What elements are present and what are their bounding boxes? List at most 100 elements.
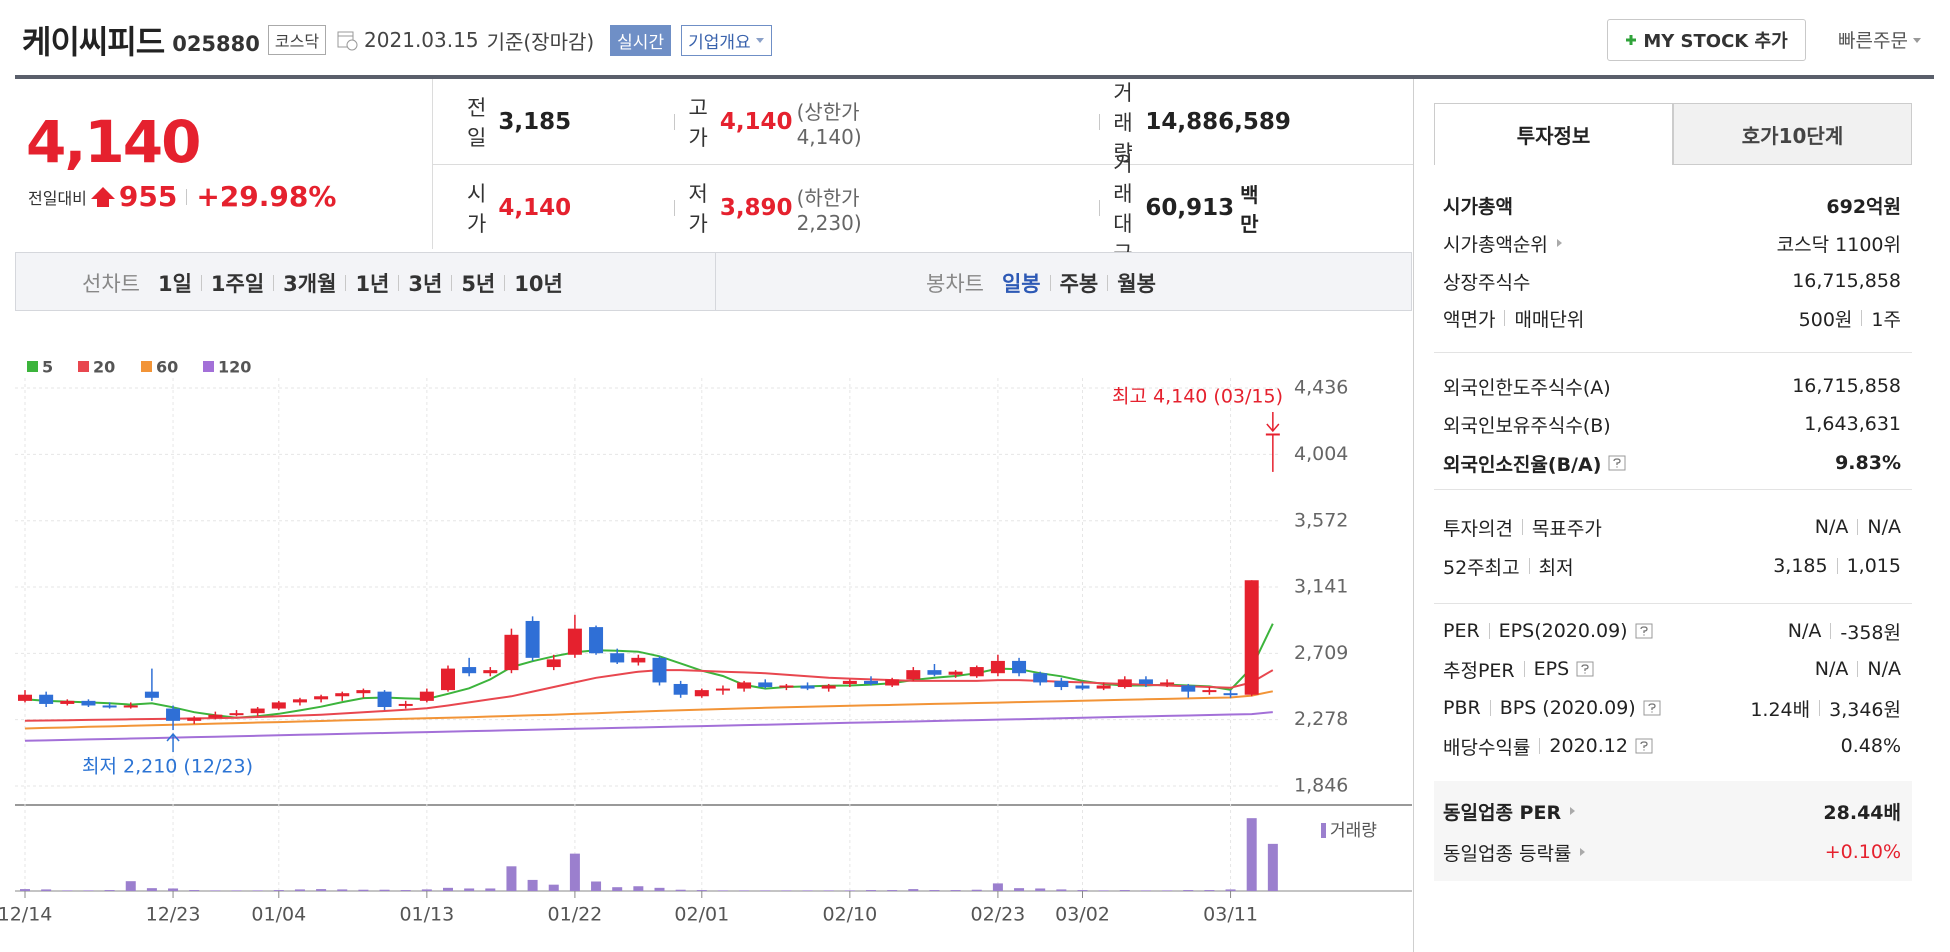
quote-item: 전일 3,185 [467,96,571,150]
volume-bar [337,889,348,891]
value-text: 1주 [1871,308,1901,331]
mystock-button[interactable]: MY STOCK 추가 [1607,19,1806,61]
volume-bar [717,890,728,891]
arrow-mark [1556,239,1562,247]
tab[interactable]: 호가10단계 [1673,103,1912,165]
label-text: EPS(2020.09) [1498,620,1628,642]
value-text: N/A [1867,516,1901,538]
moving-average [24,690,1273,730]
mystock-label: MY STOCK 추가 [1643,31,1788,52]
info-row: 추정PER EPS N/A N/A [1443,654,1901,684]
quote-note: (상한가 4,140) [796,99,862,149]
candle-body [504,634,519,671]
info-label: 배당수익률 2020.12 [1443,733,1656,760]
period[interactable]: 일봉 [1001,272,1041,296]
separator [186,188,188,205]
legend-label: 120 [218,358,251,377]
value-text: 28.44배 [1823,801,1901,824]
candle-body [250,708,265,714]
arrow-mark [1570,807,1576,815]
candle-body [631,657,646,663]
candle-body [1265,433,1280,436]
value-text: 0.48% [1840,735,1901,757]
quote-label: 저가 [688,182,708,236]
separator [451,275,453,291]
volume-bar [189,890,200,891]
volume-bar [1162,890,1173,891]
label-text: 배당수익률 [1443,736,1531,759]
info-value: 9.83% [1835,452,1901,474]
quote-value: 4,140 [498,195,572,221]
change-label: 전일대비 [28,188,87,208]
help-mark [1613,458,1622,468]
separator [1830,623,1832,639]
tab[interactable]: 투자정보 [1434,103,1673,165]
candle-body [144,691,159,698]
volume-bar [41,889,52,891]
info-label: 추정PER EPS [1443,656,1597,683]
help-mark [1639,626,1648,636]
info-row: 배당수익률 2020.12 0.48% [1443,731,1901,761]
candle-body [1012,660,1027,674]
header: 케이씨피드 025880 코스닥 2021.03.15 기준(장마감) 실시간 … [22,14,772,66]
info-value: 3,185 1,015 [1773,555,1901,577]
info-label: 투자의견 목표주가 [1443,514,1602,541]
info-row: 외국인소진율(B/A) 9.83% [1443,448,1901,478]
period[interactable]: 1년 [355,272,390,296]
value-text: +0.10% [1824,841,1901,863]
info-label: 상장주식수 [1443,268,1530,295]
y-tick-label: 3,572 [1294,509,1348,531]
info-row: 외국인보유주식수(B) 1,643,631 [1443,409,1901,439]
realtime-button[interactable]: 실시간 [610,24,672,56]
separator [1857,519,1859,535]
period[interactable]: 월봉 [1117,272,1156,296]
separator [1861,310,1863,326]
period[interactable]: 10년 [514,272,563,296]
period[interactable]: 3개월 [283,272,337,296]
legend-swatch [27,361,38,372]
moving-average [24,669,1274,722]
moving-average [24,711,1273,742]
candle-body [567,628,582,655]
label-text: 매매단위 [1514,308,1585,331]
candle-body [610,653,625,663]
volume-bar [1056,889,1067,891]
period[interactable]: 주봉 [1059,272,1099,296]
help-mark [1640,741,1648,751]
period[interactable]: 3년 [408,272,443,296]
y-tick-label: 2,278 [1294,708,1348,730]
volume-bar [125,881,136,891]
info-value: 1,643,631 [1804,413,1901,435]
candle-body [906,670,921,680]
info-value: 692억원 [1826,192,1901,219]
candle-body [758,682,773,688]
info-value: 28.44배 [1823,798,1901,825]
divider [1434,352,1912,353]
info-row: 52주최고 최저 3,185 1,015 [1443,551,1901,581]
label-text: EPS [1533,658,1570,680]
period[interactable]: 5년 [461,272,496,296]
info-label: 외국인소진율(B/A) [1443,450,1629,477]
volume-bar [83,890,94,891]
arrow-icon [1570,807,1576,815]
company-button[interactable]: 기업개요 [681,24,772,56]
divider [1434,489,1912,490]
value-text: N/A [1867,658,1901,680]
price: 4,140 [26,108,201,176]
separator [1488,623,1490,639]
value-text: 3,185 [1773,555,1828,577]
value-text: 9.83% [1835,452,1901,474]
value-text: 500원 [1798,308,1853,331]
volume-bar [887,890,898,891]
candle-body [821,685,836,689]
quick-order[interactable]: 빠른주문 [1838,26,1922,53]
volume-bar [548,884,559,891]
separator [1857,661,1859,677]
volume-bar [316,889,327,891]
info-value: N/A -358원 [1788,618,1901,645]
period[interactable]: 1일 [157,272,192,296]
volume-bar [739,890,750,891]
separator [1049,275,1051,291]
period[interactable]: 1주일 [210,272,265,296]
